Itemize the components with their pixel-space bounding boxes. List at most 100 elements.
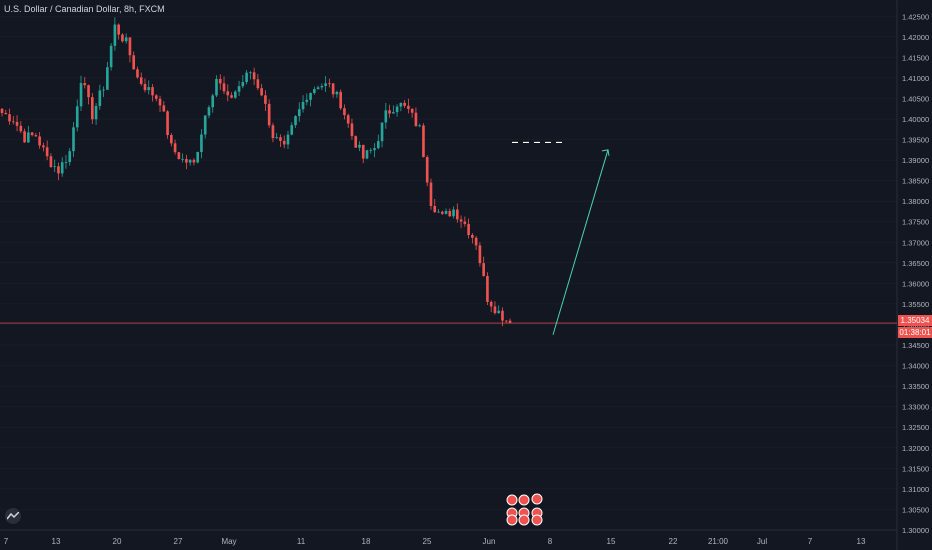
economic-event-icon (532, 515, 542, 525)
candle-body (482, 263, 485, 276)
candle-body (200, 135, 203, 152)
time-tick-label: 13 (857, 537, 866, 546)
candle-body (373, 148, 376, 150)
candle-body (309, 93, 312, 100)
candle-body (272, 125, 275, 138)
price-tick-label: 1.36500 (902, 259, 929, 268)
tradingview-logo-icon[interactable] (5, 508, 21, 524)
candle-body (16, 122, 19, 126)
candle-body (343, 108, 346, 115)
candle-body (181, 159, 184, 160)
candle-body (268, 104, 271, 125)
candle-body (351, 124, 354, 137)
economic-event-icon (507, 515, 517, 525)
economic-event-icon (519, 495, 529, 505)
candle-body (223, 83, 226, 91)
time-tick-label: 7 (4, 537, 9, 546)
price-tick-label: 1.37500 (902, 218, 929, 227)
candle-body (381, 122, 384, 141)
candle-body (328, 83, 331, 84)
candle-body (448, 211, 451, 216)
candle-body (8, 114, 11, 121)
candle-body (136, 69, 139, 77)
candle-body (178, 152, 181, 159)
candle-body (305, 100, 308, 102)
candle-body (475, 238, 478, 246)
candle-body (125, 37, 128, 41)
candle-body (61, 162, 64, 173)
candle-body (253, 72, 256, 79)
candle-body (159, 99, 162, 106)
candle-body (132, 55, 135, 69)
candle-body (396, 107, 399, 113)
candle-body (298, 109, 301, 116)
candle-body (208, 107, 211, 115)
candle-body (275, 137, 278, 138)
candle-body (279, 137, 282, 141)
price-tick-label: 1.37000 (902, 238, 929, 247)
candle-body (422, 125, 425, 157)
candle-body (42, 145, 45, 147)
candle-body (53, 166, 56, 167)
candle-body (358, 145, 361, 148)
candle-body (336, 92, 339, 94)
candle-body (471, 235, 474, 238)
time-tick-label: 13 (52, 537, 61, 546)
candle-body (347, 115, 350, 123)
price-tick-label: 1.33500 (902, 382, 929, 391)
candle-body (494, 306, 497, 313)
time-tick-label: 27 (174, 537, 183, 546)
candle-body (242, 82, 245, 86)
candle-body (467, 224, 470, 235)
candle-body (460, 219, 463, 221)
candle-body (83, 83, 86, 85)
candle-body (106, 67, 109, 90)
candle-body (204, 115, 207, 134)
candle-body (302, 102, 305, 109)
time-tick-label: 8 (548, 537, 553, 546)
candle-body (385, 110, 388, 122)
candle-body (226, 91, 229, 95)
candle-body (339, 92, 342, 108)
candle-body (294, 116, 297, 125)
candle-body (332, 83, 335, 94)
candle-body (490, 302, 493, 306)
candle-body (140, 77, 143, 84)
price-tick-label: 1.39500 (902, 136, 929, 145)
candle-body (50, 156, 53, 167)
candle-body (117, 25, 120, 35)
candle-body (415, 113, 418, 127)
price-tick-label: 1.32000 (902, 444, 929, 453)
candle-body (354, 136, 357, 148)
candle-body (317, 87, 320, 89)
candle-body (166, 111, 169, 135)
candle-body (433, 206, 436, 212)
candle-body (377, 141, 380, 148)
time-tick-label: 25 (423, 537, 432, 546)
price-tick-label: 1.40000 (902, 115, 929, 124)
candle-body (497, 311, 500, 313)
time-tick-label: 15 (607, 537, 616, 546)
candle-body (91, 97, 94, 119)
candle-body (287, 135, 290, 145)
candle-body (290, 125, 293, 135)
candle-body (260, 88, 263, 95)
time-tick-label: 7 (808, 537, 813, 546)
candle-body (230, 95, 233, 97)
candle-body (283, 141, 286, 145)
price-tick-label: 1.39000 (902, 156, 929, 165)
candle-body (31, 132, 34, 135)
candle-body (23, 131, 26, 142)
price-tick-label: 1.30500 (902, 505, 929, 514)
candle-body (445, 211, 448, 214)
candle-body (479, 245, 482, 263)
price-tick-label: 1.31500 (902, 464, 929, 473)
price-tick-label: 1.30000 (902, 526, 929, 535)
price-tick-label: 1.41000 (902, 74, 929, 83)
candle-body (27, 132, 30, 142)
candle-body (12, 121, 15, 122)
time-tick-label: Jul (757, 537, 767, 546)
candle-body (486, 276, 489, 302)
economic-event-icon (507, 495, 517, 505)
